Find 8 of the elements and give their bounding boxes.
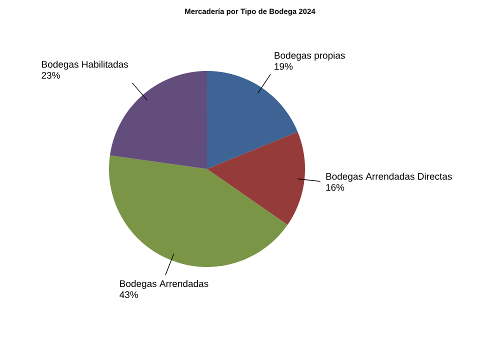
slice-label: Bodegas propias xyxy=(274,52,345,61)
data-label: 19% xyxy=(274,63,293,70)
slice-label: Bodegas Arrendadas xyxy=(120,280,208,289)
slice-label: Bodegas Arrendadas Directas xyxy=(326,172,452,182)
data-label: 16% xyxy=(326,184,344,191)
data-label: 43% xyxy=(120,291,138,298)
data-label: 23% xyxy=(42,72,60,79)
slice-label: Bodegas Habilitadas xyxy=(42,60,128,70)
